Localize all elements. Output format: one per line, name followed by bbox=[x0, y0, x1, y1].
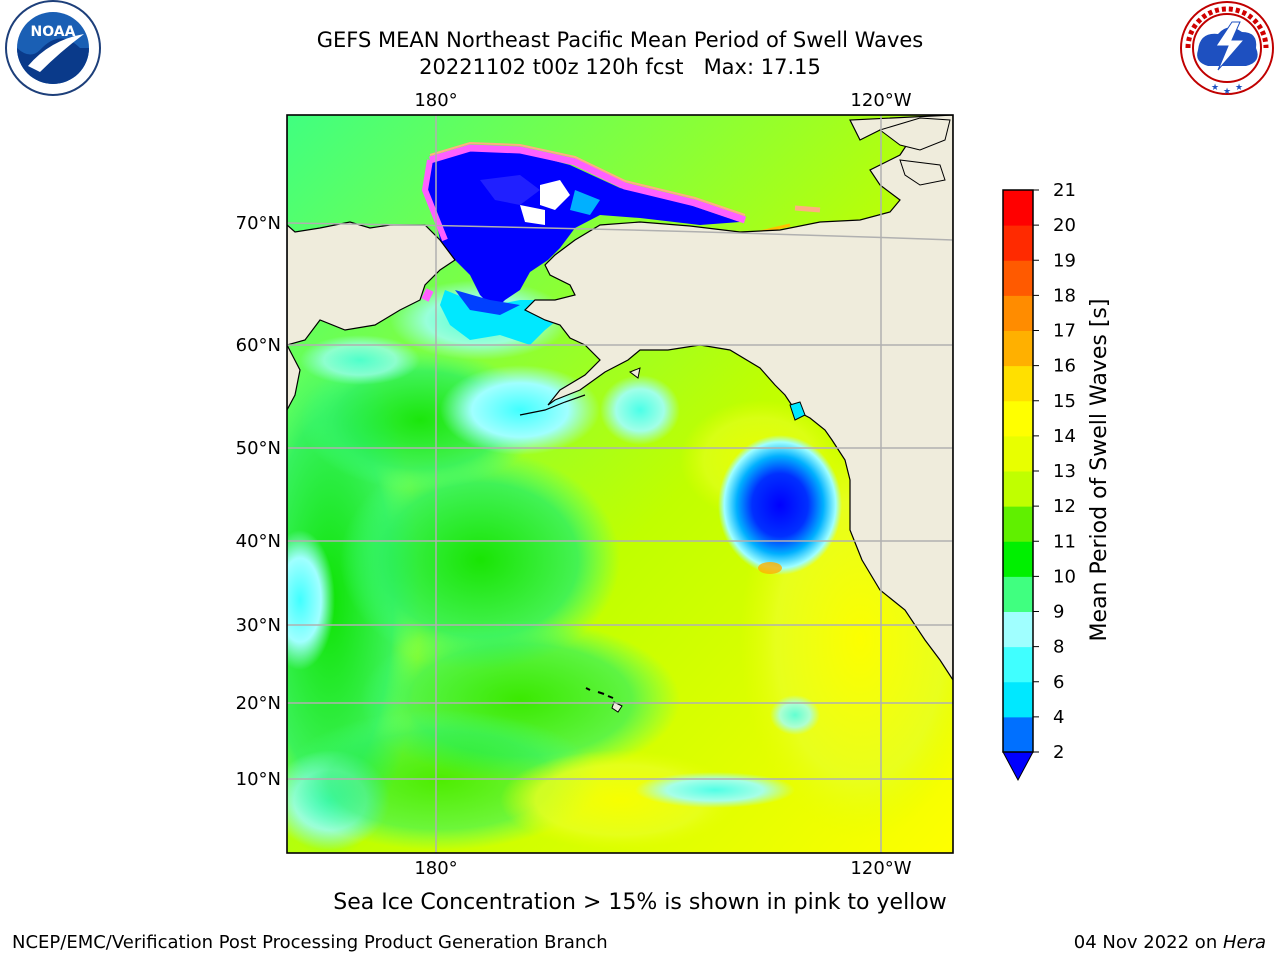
colorbar-tick-label: 4 bbox=[1053, 707, 1064, 728]
colorbar-tick-label: 19 bbox=[1053, 250, 1076, 271]
lat-label-60n: 60°N bbox=[236, 335, 281, 356]
colorbar-segment bbox=[1003, 295, 1033, 331]
colorbar-segment bbox=[1003, 471, 1033, 507]
colorbar-segment bbox=[1003, 225, 1033, 261]
colorbar-segment bbox=[1003, 681, 1033, 718]
colorbar-segment bbox=[1003, 365, 1033, 402]
nws-logo: ★ ★ ★ bbox=[1180, 1, 1274, 97]
lon-label-top-120w: 120°W bbox=[850, 90, 911, 111]
colorbar-segment bbox=[1003, 716, 1033, 753]
colorbar-tick-label: 6 bbox=[1053, 672, 1064, 693]
colorbar-extend-arrow bbox=[1002, 751, 1034, 782]
colorbar-segment bbox=[1003, 611, 1033, 648]
lon-label-top-180: 180° bbox=[414, 90, 457, 111]
colorbar-segment bbox=[1003, 506, 1033, 542]
lon-label-bottom-120w: 120°W bbox=[850, 858, 911, 879]
colorbar-tick-label: 11 bbox=[1053, 531, 1076, 552]
colorbar-tick-label: 10 bbox=[1053, 566, 1076, 587]
footer-machine: Hera bbox=[1222, 932, 1266, 953]
colorbar-tick-label: 8 bbox=[1053, 637, 1064, 658]
colorbar-tick-label: 15 bbox=[1053, 391, 1076, 412]
colorbar-tick-label: 16 bbox=[1053, 356, 1076, 377]
lat-label-50n: 50°N bbox=[236, 438, 281, 459]
svg-text:★: ★ bbox=[1211, 83, 1219, 93]
colorbar-segment bbox=[1003, 190, 1033, 226]
svg-text:★: ★ bbox=[1235, 83, 1243, 93]
lon-label-bottom-180: 180° bbox=[414, 858, 457, 879]
noaa-logo: NOAA bbox=[5, 0, 101, 96]
chart-subtitle: 20221102 t00z 120h fcst Max: 17.15 bbox=[419, 55, 821, 79]
colorbar-tick-label: 18 bbox=[1053, 285, 1076, 306]
colorbar-segment bbox=[1003, 646, 1033, 683]
lat-label-10n: 10°N bbox=[236, 769, 281, 790]
lat-label-40n: 40°N bbox=[236, 531, 281, 552]
colorbar-tick-label: 9 bbox=[1053, 602, 1064, 623]
colorbar-segment bbox=[1003, 541, 1033, 577]
colorbar-tick-label: 20 bbox=[1053, 215, 1076, 236]
lat-label-30n: 30°N bbox=[236, 615, 281, 636]
colorbar-segment bbox=[1003, 400, 1033, 437]
colorbar-tick-label: 13 bbox=[1053, 461, 1076, 482]
colorbar-tick-label: 2 bbox=[1053, 742, 1064, 763]
colorbar-tick-label: 14 bbox=[1053, 426, 1076, 447]
footer-date: 04 Nov 2022 on Hera bbox=[1074, 932, 1266, 953]
colorbar-tick-label: 12 bbox=[1053, 496, 1076, 517]
chart-title: GEFS MEAN Northeast Pacific Mean Period … bbox=[316, 28, 924, 52]
colorbar-tick-label: 17 bbox=[1053, 321, 1076, 342]
map-area bbox=[287, 115, 953, 853]
colorbar: 2 4 6 8 9 10 11 12 13 14 15 16 17 18 19 20 21 bbox=[1002, 180, 1076, 782]
lat-label-70n: 70°N bbox=[236, 213, 281, 234]
noaa-logo-text: NOAA bbox=[31, 24, 76, 40]
colorbar-segment bbox=[1003, 435, 1033, 472]
footer-date-text: 04 Nov 2022 on bbox=[1073, 932, 1223, 953]
svg-text:★: ★ bbox=[1223, 87, 1231, 97]
colorbar-label: Mean Period of Swell Waves [s] bbox=[1087, 299, 1112, 642]
colorbar-tick-label: 21 bbox=[1053, 180, 1076, 201]
sea-ice-note: Sea Ice Concentration > 15% is shown in … bbox=[333, 890, 947, 915]
lat-label-20n: 20°N bbox=[236, 693, 281, 714]
footer-credit: NCEP/EMC/Verification Post Processing Pr… bbox=[12, 932, 608, 953]
colorbar-segment bbox=[1003, 576, 1033, 612]
colorbar-segment bbox=[1003, 260, 1033, 296]
colorbar-segment bbox=[1003, 330, 1033, 367]
